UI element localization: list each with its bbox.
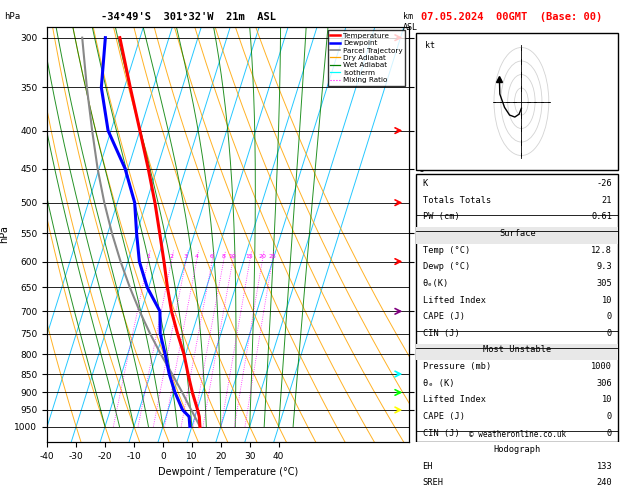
Text: 0: 0 [607, 329, 612, 338]
Text: 8: 8 [221, 255, 225, 260]
Text: 133: 133 [596, 462, 612, 471]
Text: © weatheronline.co.uk: © weatheronline.co.uk [469, 430, 566, 439]
Text: SREH: SREH [423, 478, 443, 486]
Bar [416, 227, 618, 244]
Text: -34°49'S  301°32'W  21m  ASL: -34°49'S 301°32'W 21m ASL [101, 12, 276, 22]
Text: θₑ (K): θₑ (K) [423, 379, 454, 388]
Text: -26: -26 [596, 179, 612, 188]
Text: Lifted Index: Lifted Index [423, 395, 486, 404]
Text: PW (cm): PW (cm) [423, 212, 459, 222]
Text: 0: 0 [607, 312, 612, 321]
Bar [416, 33, 618, 170]
Bar [416, 174, 618, 442]
Text: CIN (J): CIN (J) [423, 329, 459, 338]
Text: EH: EH [423, 462, 433, 471]
Text: θₑ(K): θₑ(K) [423, 279, 448, 288]
Text: Most Unstable: Most Unstable [483, 346, 552, 354]
Text: Totals Totals: Totals Totals [423, 196, 491, 205]
Text: 9.3: 9.3 [596, 262, 612, 271]
Text: 2: 2 [169, 255, 174, 260]
Text: 1: 1 [146, 255, 150, 260]
Text: 25: 25 [268, 255, 276, 260]
Text: 10: 10 [229, 255, 237, 260]
Text: 6: 6 [210, 255, 214, 260]
Text: Lifted Index: Lifted Index [423, 295, 486, 305]
Text: 240: 240 [596, 478, 612, 486]
Text: CIN (J): CIN (J) [423, 429, 459, 437]
Text: CAPE (J): CAPE (J) [423, 312, 465, 321]
Text: K: K [423, 179, 428, 188]
Text: km
ASL: km ASL [403, 12, 418, 32]
Bar [416, 444, 618, 460]
Text: 306: 306 [596, 379, 612, 388]
Text: CAPE (J): CAPE (J) [423, 412, 465, 421]
Text: Dewp (°C): Dewp (°C) [423, 262, 470, 271]
Bar [416, 344, 618, 361]
Text: Temp (°C): Temp (°C) [423, 246, 470, 255]
Text: 10: 10 [602, 395, 612, 404]
Text: Surface: Surface [499, 229, 536, 238]
Text: kt: kt [425, 41, 435, 50]
Text: 0: 0 [607, 429, 612, 437]
Text: 07.05.2024  00GMT  (Base: 00): 07.05.2024 00GMT (Base: 00) [421, 12, 603, 22]
Text: hPa: hPa [4, 12, 21, 21]
Text: 0.61: 0.61 [591, 212, 612, 222]
Y-axis label: hPa: hPa [0, 226, 9, 243]
X-axis label: Dewpoint / Temperature (°C): Dewpoint / Temperature (°C) [158, 467, 298, 477]
Text: 10: 10 [602, 295, 612, 305]
Legend: Temperature, Dewpoint, Parcel Trajectory, Dry Adiabat, Wet Adiabat, Isotherm, Mi: Temperature, Dewpoint, Parcel Trajectory… [328, 30, 405, 86]
Text: 1000: 1000 [591, 362, 612, 371]
Text: 12.8: 12.8 [591, 246, 612, 255]
Text: 20: 20 [259, 255, 266, 260]
Y-axis label: Mixing Ratio (g/kg): Mixing Ratio (g/kg) [438, 195, 447, 274]
Text: 21: 21 [602, 196, 612, 205]
Text: Pressure (mb): Pressure (mb) [423, 362, 491, 371]
Text: 305: 305 [596, 279, 612, 288]
Text: Hodograph: Hodograph [494, 445, 541, 454]
Text: 4: 4 [194, 255, 199, 260]
Text: 3: 3 [184, 255, 188, 260]
Text: 0: 0 [607, 412, 612, 421]
Text: 15: 15 [246, 255, 253, 260]
